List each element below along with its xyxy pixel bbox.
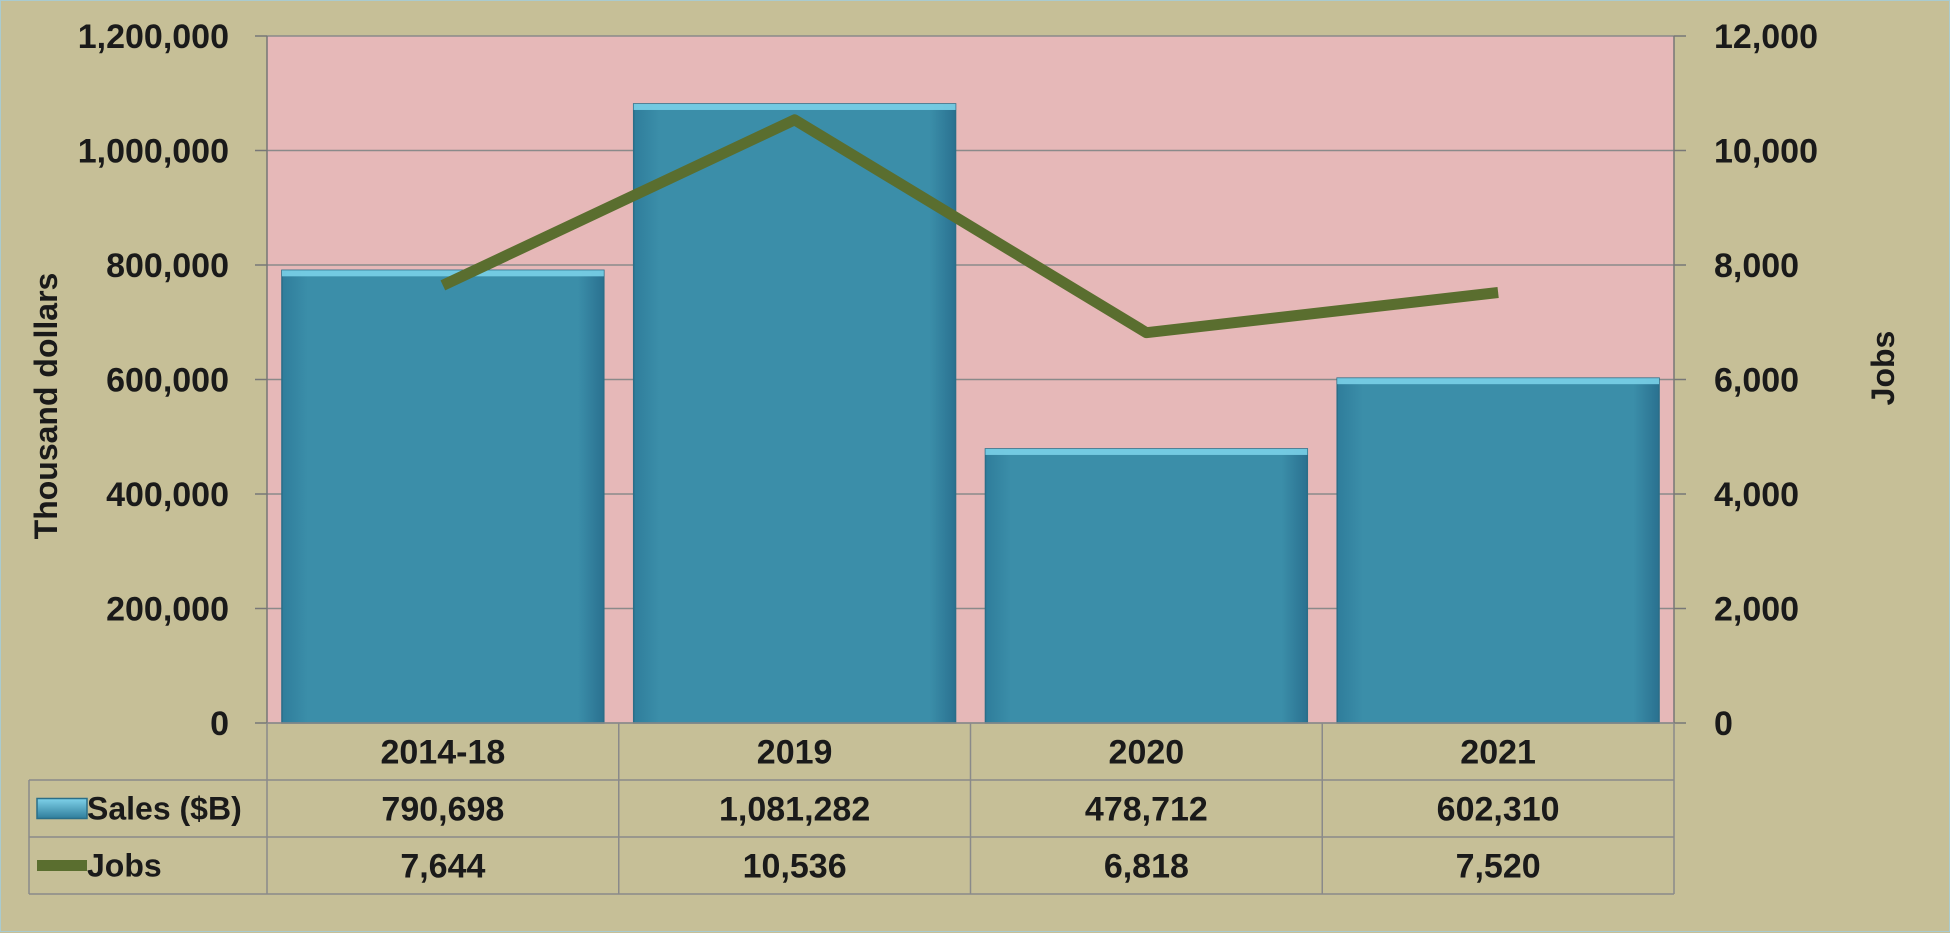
data-table: 2014-18 2019 2020 2021 Sales ($B) Jobs 790,698… <box>29 723 1674 894</box>
y-tick-label: 400,000 <box>106 476 229 514</box>
y-axis-title: Thousand dollars <box>28 273 64 540</box>
y2-tick-label: 12,000 <box>1714 18 1818 56</box>
x-category-label: 2021 <box>1460 734 1536 772</box>
y2-axis-title: Jobs <box>1865 331 1901 406</box>
x-category-label: 2019 <box>757 734 833 772</box>
y2-tick-label: 8,000 <box>1714 247 1799 285</box>
legend-label-jobs: Jobs <box>87 848 162 884</box>
y-tick-label: 200,000 <box>106 591 229 629</box>
data-label-jobs: 10,536 <box>743 848 847 886</box>
data-label-sales: 478,712 <box>1085 791 1208 829</box>
bar-top-highlight <box>985 449 1307 455</box>
x-category-label: 2020 <box>1109 734 1185 772</box>
x-category-label: 2014-18 <box>380 734 505 772</box>
bar-top-highlight <box>634 104 956 110</box>
y2-tick-label: 2,000 <box>1714 591 1799 629</box>
y-tick-label: 600,000 <box>106 362 229 400</box>
data-label-sales: 790,698 <box>381 791 504 829</box>
bar <box>634 104 956 723</box>
y-tick-label: 1,200,000 <box>78 18 229 56</box>
y-tick-label: 800,000 <box>106 247 229 285</box>
data-label-jobs: 7,644 <box>400 848 485 886</box>
y-tick-label: 1,000,000 <box>78 133 229 171</box>
y2-tick-label: 0 <box>1714 705 1733 743</box>
bar-top-highlight <box>282 270 604 276</box>
data-label-jobs: 7,520 <box>1456 848 1541 886</box>
y2-tick-label: 6,000 <box>1714 362 1799 400</box>
data-label-sales: 1,081,282 <box>719 791 870 829</box>
bar <box>1337 378 1659 723</box>
y2-tick-label: 10,000 <box>1714 133 1818 171</box>
y-tick-label: 0 <box>210 705 229 743</box>
legend-label-sales: Sales ($B) <box>87 791 242 827</box>
data-label-sales: 602,310 <box>1437 791 1560 829</box>
bar <box>985 449 1307 723</box>
data-label-jobs: 6,818 <box>1104 848 1189 886</box>
y2-tick-label: 4,000 <box>1714 476 1799 514</box>
bar-top-highlight <box>1337 378 1659 384</box>
bar <box>282 270 604 723</box>
legend-key-sales <box>37 799 87 819</box>
